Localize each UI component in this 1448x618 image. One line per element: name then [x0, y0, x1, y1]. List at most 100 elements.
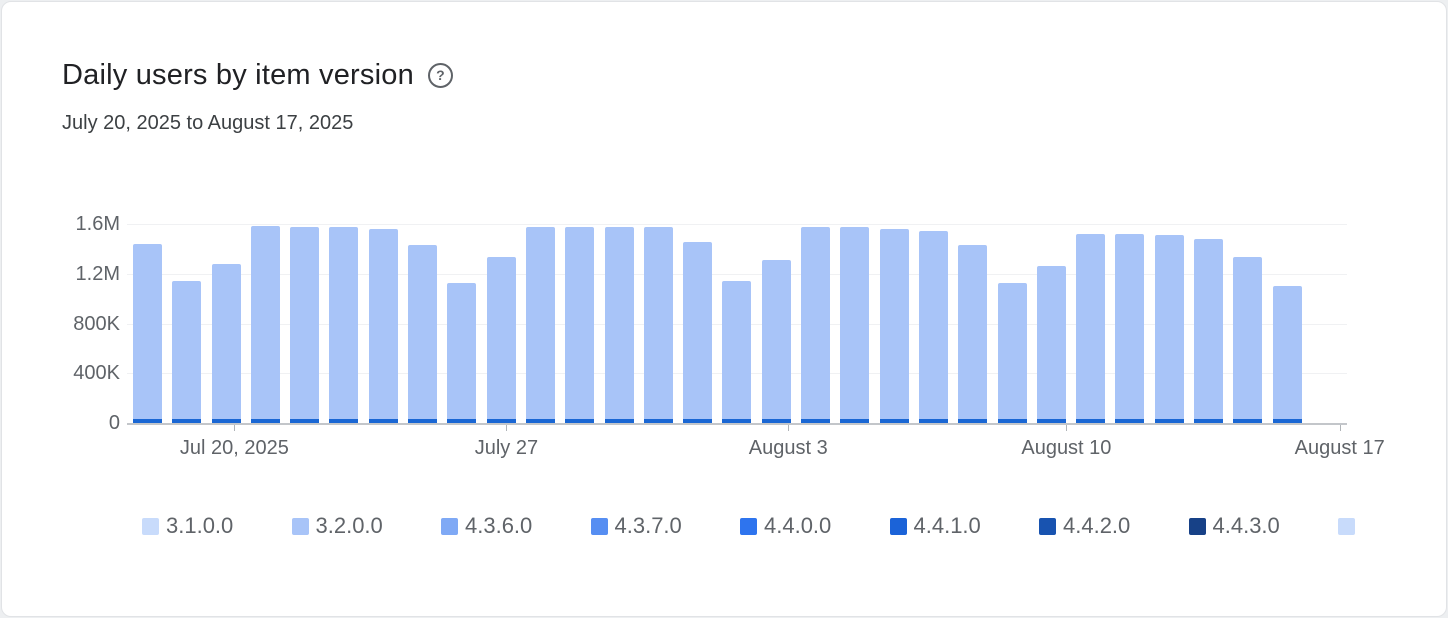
bar[interactable] — [1076, 234, 1106, 423]
bar-segment-base — [250, 419, 280, 423]
bar-segment-body — [172, 281, 202, 419]
bar[interactable] — [1154, 235, 1184, 423]
gridline — [127, 273, 1347, 275]
bar-segment-body — [840, 227, 870, 419]
legend: 3.1.0.0 3.2.0.0 4.3.6.0 4.3.7.0 4.4.0.0 4.4.1… — [142, 513, 1448, 539]
legend-item: 4.3.6.0 — [441, 513, 591, 539]
legend-label: 3.1.0.0 — [166, 513, 234, 538]
title-row: Daily users by item version ? — [62, 56, 453, 94]
bar-segment-base — [801, 419, 831, 423]
legend-swatch — [142, 517, 159, 535]
bar[interactable] — [683, 242, 713, 423]
bar[interactable] — [486, 257, 516, 423]
legend-label: 4.3.7.0 — [614, 513, 682, 538]
x-axis-label: August 10 — [1021, 437, 1112, 459]
bar[interactable] — [525, 227, 555, 423]
bar-segment-body — [722, 281, 752, 419]
bar[interactable] — [329, 227, 359, 423]
bar[interactable] — [879, 229, 909, 423]
x-axis-tick — [788, 425, 790, 431]
legend-item — [1338, 513, 1448, 539]
bar[interactable] — [1194, 239, 1224, 423]
bar-segment-base — [1036, 419, 1066, 423]
bar-segment-base — [997, 419, 1027, 423]
bar-segment-base — [329, 419, 359, 423]
bar[interactable] — [1115, 234, 1145, 423]
legend-swatch — [1188, 517, 1206, 535]
bar[interactable] — [801, 227, 831, 423]
x-axis-label: Jul 20, 2025 — [179, 437, 289, 459]
legend-label: 4.4.1.0 — [913, 513, 981, 538]
bar-segment-base — [133, 419, 162, 423]
legend-item: 4.4.1.0 — [889, 513, 1040, 539]
bar-segment-body — [604, 227, 634, 419]
legend-swatch — [1039, 517, 1056, 535]
legend-label: 4.4.0.0 — [764, 513, 832, 538]
x-axis-label: August 17 — [1294, 437, 1385, 459]
bar-segment-body — [801, 227, 831, 419]
legend-swatch — [889, 517, 907, 535]
bar-segment-base — [408, 419, 438, 423]
bar-segment-body — [1154, 235, 1184, 419]
legend-item: 3.1.0.0 — [142, 513, 292, 539]
bar-segment-body — [683, 242, 713, 419]
bar-segment-body — [643, 227, 673, 419]
bar-segment-base — [211, 419, 241, 423]
bar-segment-base — [1115, 419, 1145, 423]
bar-segment-base — [368, 419, 398, 423]
help-icon[interactable]: ? — [427, 62, 453, 88]
bar-segment-base — [565, 419, 595, 423]
legend-swatch — [1338, 517, 1355, 535]
bar-segment-body — [1036, 266, 1066, 419]
bar[interactable] — [1233, 257, 1263, 423]
x-axis-tick — [1066, 425, 1068, 431]
bar-segment-base — [958, 419, 988, 423]
bar[interactable] — [408, 245, 438, 423]
bar-segment-body — [368, 229, 398, 419]
bar[interactable] — [604, 227, 634, 423]
bar[interactable] — [997, 283, 1027, 423]
gridline — [127, 224, 1347, 225]
legend-item: 4.4.2.0 — [1039, 513, 1189, 539]
bar[interactable] — [761, 260, 791, 423]
bar[interactable] — [447, 283, 477, 423]
x-axis-tick — [506, 425, 508, 431]
bar-segment-base — [1233, 419, 1263, 423]
x-axis-label: August 3 — [748, 437, 828, 459]
bar[interactable] — [172, 281, 202, 423]
bar[interactable] — [1036, 266, 1066, 423]
bar[interactable] — [643, 227, 673, 423]
bar[interactable] — [840, 227, 870, 423]
bar[interactable] — [368, 229, 398, 423]
bar-segment-body — [958, 245, 988, 419]
y-axis-label: 1.2M — [75, 262, 120, 285]
bar[interactable] — [565, 227, 595, 423]
bar-segment-base — [604, 419, 634, 423]
help-icon-glyph: ? — [436, 67, 445, 83]
bar[interactable] — [290, 227, 320, 423]
legend-item: 3.2.0.0 — [291, 513, 442, 539]
bar[interactable] — [250, 226, 280, 423]
bar[interactable] — [1272, 286, 1302, 423]
bar-segment-body — [1272, 286, 1302, 419]
x-axis-label: July 27 — [474, 437, 539, 459]
bar[interactable] — [133, 244, 162, 423]
bar[interactable] — [722, 281, 752, 423]
bar-segment-body — [879, 229, 909, 419]
legend-swatch — [590, 517, 608, 535]
bar-segment-body — [1115, 234, 1145, 419]
bar[interactable] — [211, 264, 241, 423]
bar-segment-body — [290, 227, 320, 419]
bar-segment-base — [918, 419, 948, 423]
legend-label: 3.2.0.0 — [315, 513, 383, 538]
bar-segment-body — [486, 257, 516, 419]
y-axis-label: 0 — [108, 412, 120, 434]
legend-item: 4.3.7.0 — [590, 513, 741, 539]
bar-segment-base — [290, 419, 320, 423]
bar-segment-body — [565, 227, 595, 419]
bar[interactable] — [958, 245, 988, 423]
legend-item: 4.4.0.0 — [740, 513, 890, 539]
bar-segment-base — [1154, 419, 1184, 423]
bar[interactable] — [918, 231, 948, 423]
bar-segment-base — [525, 419, 555, 423]
